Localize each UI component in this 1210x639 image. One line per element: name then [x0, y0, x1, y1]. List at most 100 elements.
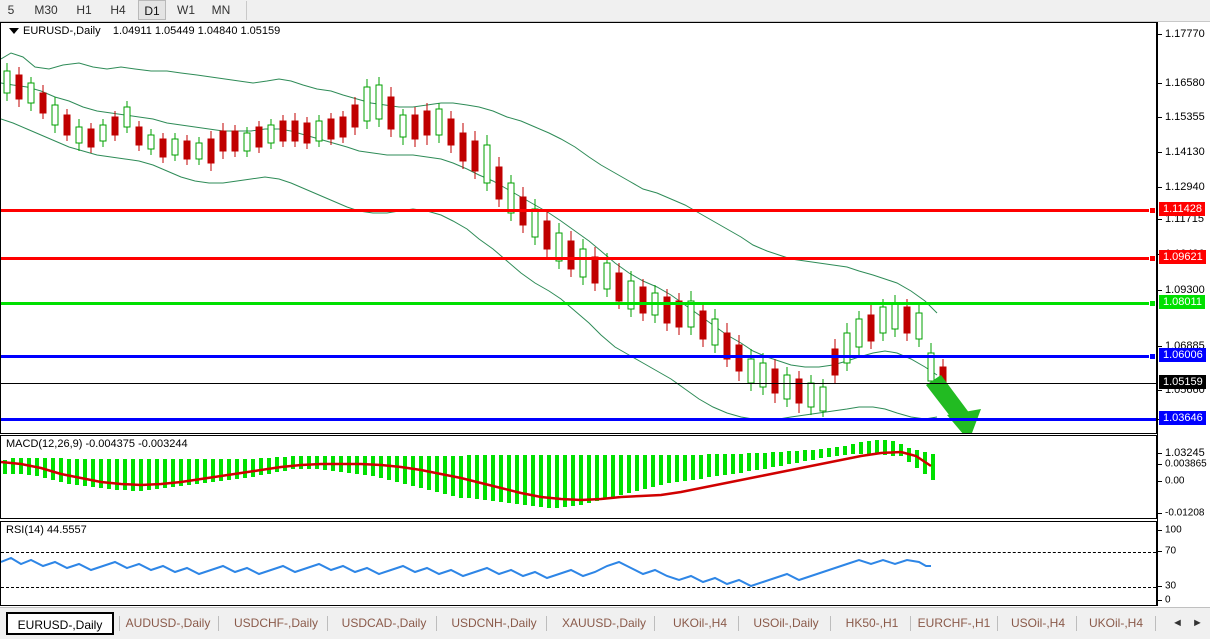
timeframe-button-d1[interactable]: D1 [138, 0, 166, 20]
macd-axis-label-2: 0.00 [1165, 475, 1185, 487]
level-tag-support-1[interactable]: 1.06006 [1159, 348, 1206, 362]
rsi-axis-label-100: 100 [1165, 524, 1182, 536]
chart-tab-bar: EURUSD-,Daily AUDUSD-,Daily USDCHF-,Dail… [0, 607, 1210, 639]
timeframe-button-h4[interactable]: H4 [110, 3, 126, 17]
level-tag-resistance-2[interactable]: 1.09621 [1159, 250, 1206, 264]
symbol-label: EURUSD-,Daily [23, 25, 101, 37]
rsi-axis-label-30: 30 [1165, 580, 1177, 592]
rsi-axis-label-0: 0 [1165, 594, 1171, 606]
axis-label-2: 1.16580 [1165, 77, 1205, 89]
level-tag-support-2[interactable]: 1.03646 [1159, 411, 1206, 425]
symbol-dropdown-icon[interactable] [9, 28, 19, 34]
tab-separator [654, 616, 655, 631]
tab-hk50-h1[interactable]: HK50-,H1 [845, 616, 899, 630]
resistance-line-1[interactable] [1, 209, 1156, 212]
axis-vertical-line [1157, 22, 1158, 606]
axis-tick [1158, 481, 1162, 482]
rsi-plot [1, 556, 931, 588]
axis-label-8: 1.09300 [1165, 284, 1205, 296]
tab-ukoil-h4[interactable]: UKOil-,H4 [672, 616, 727, 630]
rsi-pane-label: RSI(14) 44.5557 [6, 524, 87, 536]
rsi-level-30-line [1, 587, 1156, 588]
tab-usoil-h4[interactable]: USOil-,H4 [1010, 616, 1065, 630]
axis-label-1: 1.17770 [1165, 28, 1205, 40]
axis-tick [1158, 34, 1162, 35]
resistance-line-1-handle[interactable] [1149, 207, 1156, 214]
tab-usdcad-daily[interactable]: USDCAD-,Daily [341, 616, 427, 630]
chart-frame: EURUSD-,Daily 1.04911 1.05449 1.04840 1.… [0, 22, 1210, 628]
current-price-line [1, 383, 1156, 384]
timeframe-button-mn[interactable]: MN [211, 3, 231, 17]
tab-separator [1155, 616, 1156, 631]
timeframe-button-m5[interactable]: 5 [7, 3, 15, 17]
tab-separator [997, 616, 998, 631]
axis-label-3: 1.15355 [1165, 111, 1205, 123]
support-line-1-handle[interactable] [1149, 353, 1156, 360]
axis-label-6: 1.11715 [1165, 213, 1204, 225]
timeframe-button-w1[interactable]: W1 [177, 3, 195, 17]
pivot-line-handle[interactable] [1149, 300, 1156, 307]
macd-axis-label-3: -0.01208 [1165, 507, 1205, 519]
axis-tick [1158, 453, 1162, 454]
price-pane[interactable]: EURUSD-,Daily 1.04911 1.05449 1.04840 1.… [0, 22, 1157, 434]
tab-separator [327, 616, 328, 631]
tab-usdcnh-daily[interactable]: USDCNH-,Daily [451, 616, 537, 630]
tab-audusd-daily[interactable]: AUDUSD-,Daily [125, 616, 211, 630]
tab-separator [830, 616, 831, 631]
resistance-line-2-handle[interactable] [1149, 255, 1156, 262]
tab-separator [436, 616, 437, 631]
axis-label-5: 1.12940 [1165, 181, 1205, 193]
tab-separator [218, 616, 219, 631]
tab-separator [546, 616, 547, 631]
pivot-line[interactable] [1, 302, 1156, 305]
macd-plot [1, 440, 935, 508]
rsi-pane[interactable]: RSI(14) 44.5557 [0, 521, 1157, 606]
level-tag-pivot[interactable]: 1.08011 [1159, 295, 1205, 309]
axis-tick [1158, 551, 1162, 552]
axis-tick [1158, 346, 1162, 347]
tab-separator [910, 616, 911, 631]
tab-eurchf-h1[interactable]: EURCHF-,H1 [917, 616, 991, 630]
axis-label-4: 1.14130 [1165, 146, 1205, 158]
axis-tick [1158, 530, 1162, 531]
price-axis[interactable]: 1.17770 1.16580 1.15355 1.14130 1.12940 … [1157, 22, 1210, 606]
tab-ukoil-h4-2[interactable]: UKOil-,H4 [1088, 616, 1143, 630]
tab-usdchf-daily[interactable]: USDCHF-,Daily [234, 616, 318, 630]
timeframe-button-m30[interactable]: M30 [34, 3, 58, 17]
tab-eurusd-daily[interactable]: EURUSD-,Daily [6, 612, 114, 635]
axis-label-12: 1.03245 [1165, 447, 1205, 459]
price-pane-label: EURUSD-,Daily 1.04911 1.05449 1.04840 1.… [23, 25, 280, 37]
tab-xauusd-daily[interactable]: XAUUSD-,Daily [561, 616, 646, 630]
tab-usoil-daily[interactable]: USOil-,Daily [753, 616, 819, 630]
axis-tick [1158, 586, 1162, 587]
support-line-2[interactable] [1, 418, 1156, 421]
level-tag-resistance-1[interactable]: 1.11428 [1159, 202, 1205, 216]
tab-separator [738, 616, 739, 631]
rsi-axis-label-70: 70 [1165, 545, 1177, 557]
support-line-1[interactable] [1, 355, 1156, 358]
axis-tick [1158, 600, 1162, 601]
axis-tick [1158, 187, 1162, 188]
resistance-line-2[interactable] [1, 257, 1156, 260]
tab-separator [1076, 616, 1077, 631]
macd-pane[interactable]: MACD(12,26,9) -0.004375 -0.003244 [0, 435, 1157, 519]
axis-tick [1158, 513, 1162, 514]
macd-axis-label-1: 0.003865 [1165, 458, 1207, 470]
toolbar-separator [246, 1, 247, 20]
tab-scroll-right-icon[interactable]: ► [1192, 617, 1203, 629]
axis-tick [1158, 219, 1162, 220]
axis-tick [1158, 83, 1162, 84]
ohlc-values: 1.04911 1.05449 1.04840 1.05159 [112, 25, 281, 37]
timeframe-button-h1[interactable]: H1 [76, 3, 92, 17]
price-plot [1, 52, 981, 433]
tab-scroll-left-icon[interactable]: ◄ [1172, 617, 1183, 629]
tab-separator [119, 616, 120, 631]
axis-tick [1158, 464, 1162, 465]
axis-tick [1158, 117, 1162, 118]
timeframe-toolbar: 5 M30 H1 H4 D1 W1 MN [0, 0, 1210, 22]
axis-tick [1158, 152, 1162, 153]
macd-pane-label: MACD(12,26,9) -0.004375 -0.003244 [6, 438, 188, 450]
axis-tick [1158, 390, 1162, 391]
axis-tick [1158, 290, 1162, 291]
